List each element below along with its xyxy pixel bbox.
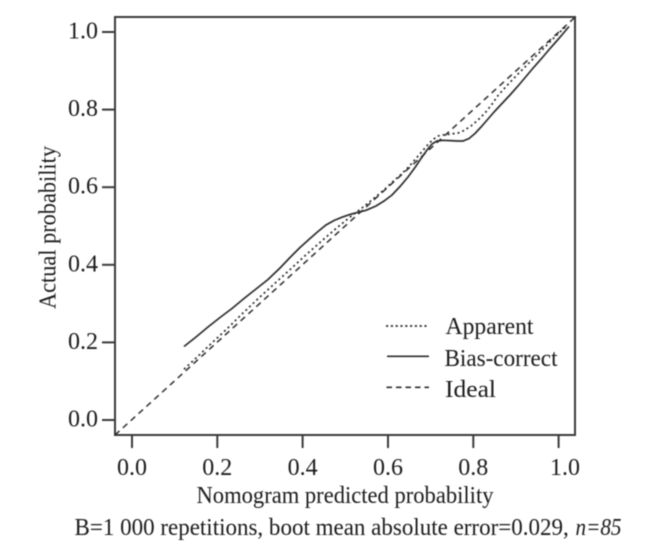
svg-text:n=85: n=85 xyxy=(576,515,622,541)
svg-text:0.0: 0.0 xyxy=(117,455,147,481)
svg-text:Actual probability: Actual probability xyxy=(36,146,62,309)
svg-text:0.4: 0.4 xyxy=(68,251,98,277)
svg-text:0.0: 0.0 xyxy=(68,407,98,433)
svg-text:Bias-correct: Bias-correct xyxy=(445,346,558,372)
svg-text:1.0: 1.0 xyxy=(550,455,580,481)
svg-text:0.6: 0.6 xyxy=(373,455,403,481)
svg-text:Nomogram predicted probability: Nomogram predicted probability xyxy=(197,483,494,509)
svg-text:Ideal: Ideal xyxy=(445,377,496,403)
svg-text:0.4: 0.4 xyxy=(288,455,318,481)
svg-text:0.2: 0.2 xyxy=(202,455,232,481)
svg-text:0.6: 0.6 xyxy=(68,174,98,200)
svg-text:Apparent: Apparent xyxy=(446,314,534,340)
svg-text:1.0: 1.0 xyxy=(68,19,98,45)
svg-text:0.8: 0.8 xyxy=(68,96,98,122)
svg-text:B=1 000 repetitions, boot mean: B=1 000 repetitions, boot mean absolute … xyxy=(75,515,575,541)
svg-text:0.2: 0.2 xyxy=(68,329,98,355)
svg-text:0.8: 0.8 xyxy=(458,455,488,481)
